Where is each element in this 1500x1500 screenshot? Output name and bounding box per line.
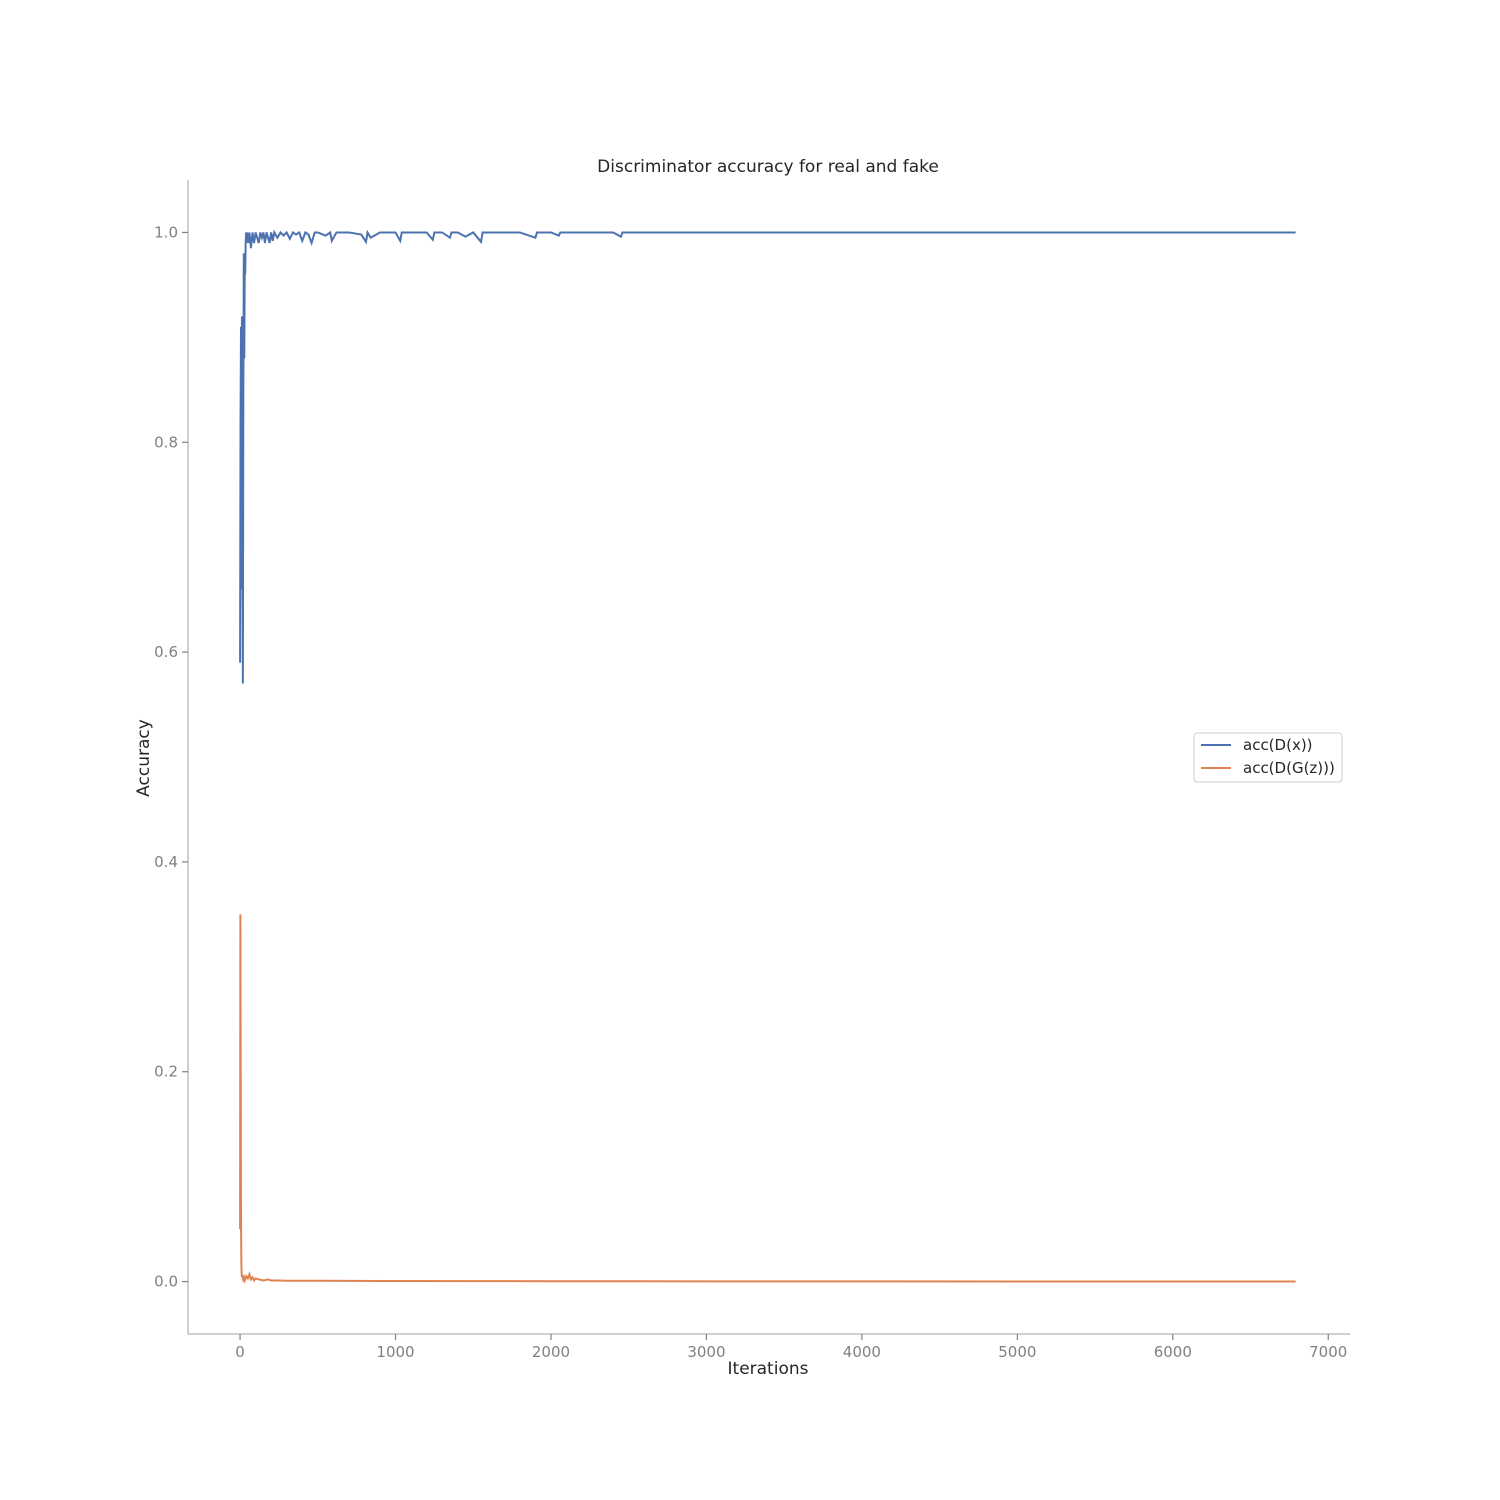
y-tick-label: 0.4	[154, 853, 178, 871]
y-axis-label: Accuracy	[134, 719, 154, 797]
x-tick-label: 3000	[687, 1343, 725, 1361]
series-line-fake	[239, 914, 1296, 1284]
x-tick-label: 1000	[376, 1343, 414, 1361]
legend-label-real: acc(D(x))	[1243, 736, 1313, 754]
x-tick-label: 0	[235, 1343, 245, 1361]
x-tick-label: 7000	[1309, 1343, 1347, 1361]
x-tick-label: 2000	[532, 1343, 570, 1361]
x-axis-ticks: 0 1000 2000 3000 4000 5000 6000 7000	[235, 1334, 1347, 1361]
x-tick-label: 4000	[843, 1343, 881, 1361]
series-lines	[239, 229, 1296, 1284]
y-tick-label: 1.0	[154, 223, 178, 241]
series-line-real	[239, 229, 1296, 684]
legend: acc(D(x)) acc(D(G(z)))	[1193, 732, 1343, 783]
x-tick-label: 5000	[998, 1343, 1036, 1361]
y-tick-label: 0.0	[154, 1273, 178, 1291]
x-tick-label: 6000	[1154, 1343, 1192, 1361]
x-axis-label: Iterations	[728, 1359, 809, 1379]
y-tick-label: 0.6	[154, 643, 178, 661]
legend-label-fake: acc(D(G(z)))	[1243, 759, 1335, 777]
chart-title: Discriminator accuracy for real and fake	[597, 157, 939, 177]
y-axis-ticks: 0.0 0.2 0.4 0.6 0.8 1.0	[154, 223, 188, 1291]
y-tick-label: 0.8	[154, 433, 178, 451]
y-tick-label: 0.2	[154, 1063, 178, 1081]
